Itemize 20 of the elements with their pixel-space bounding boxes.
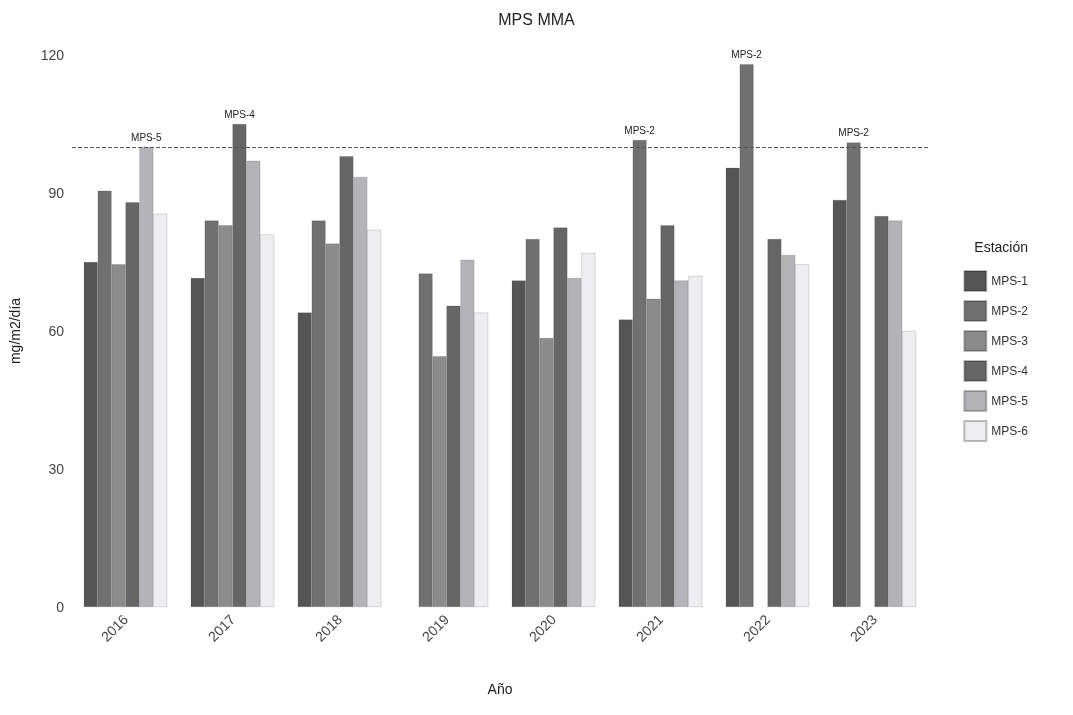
y-axis-title: mg/m2/día bbox=[7, 297, 23, 365]
y-tick-label: 120 bbox=[40, 47, 65, 63]
legend-label: MPS-6 bbox=[991, 424, 1029, 438]
legend-label: MPS-4 bbox=[991, 364, 1029, 378]
x-axis-title: Año bbox=[487, 681, 513, 697]
chart-title: MPS MMA bbox=[498, 10, 576, 28]
annotation: MPS-5 bbox=[131, 131, 163, 143]
y-tick-label: 90 bbox=[48, 185, 65, 201]
annotation: MPS-4 bbox=[224, 108, 256, 120]
annotation: MPS-2 bbox=[838, 126, 870, 138]
annotation: MPS-2 bbox=[624, 124, 656, 136]
y-tick-label: 60 bbox=[48, 323, 65, 339]
y-tick-label: 0 bbox=[56, 599, 65, 615]
y-tick-label: 30 bbox=[48, 461, 65, 477]
legend-label: MPS-2 bbox=[991, 304, 1029, 318]
legend-label: MPS-5 bbox=[991, 394, 1029, 408]
legend-label: MPS-1 bbox=[991, 274, 1029, 288]
legend-label: MPS-3 bbox=[991, 334, 1029, 348]
annotation: MPS-2 bbox=[731, 48, 763, 60]
legend-title: Estación bbox=[974, 239, 1029, 255]
